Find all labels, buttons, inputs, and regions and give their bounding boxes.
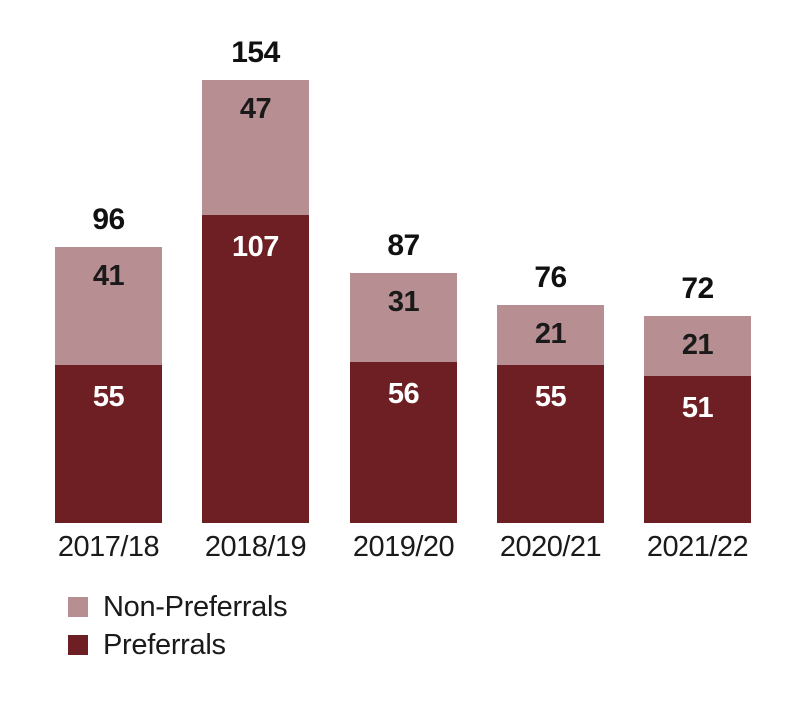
total-label: 72 [681, 272, 714, 305]
segment-value-label: 21 [534, 318, 567, 350]
total-label: 154 [231, 36, 280, 69]
segment-value-label: 56 [387, 378, 420, 410]
legend: Non-Preferrals Preferrals [68, 591, 288, 673]
segment-preferrals: 51 [644, 376, 751, 523]
segment-value-label: 51 [681, 392, 714, 424]
total-label: 76 [534, 261, 567, 294]
segment-preferrals: 107 [202, 215, 309, 523]
segment-value-label: 41 [92, 260, 125, 292]
x-axis-label: 2018/19 [204, 531, 307, 563]
x-axis-label: 2017/18 [57, 531, 160, 563]
segment-preferrals: 55 [497, 365, 604, 523]
legend-label-non-preferrals: Non-Preferrals [103, 590, 288, 623]
segment-preferrals: 56 [350, 362, 457, 523]
segment-non-preferrals: 21 [497, 305, 604, 365]
total-label: 96 [92, 203, 125, 236]
segment-value-label: 21 [681, 329, 714, 361]
segment-value-label: 47 [239, 93, 272, 125]
segment-value-label: 55 [92, 381, 125, 413]
segment-value-label: 55 [534, 381, 567, 413]
segment-preferrals: 55 [55, 365, 162, 523]
x-axis-label: 2020/21 [499, 531, 602, 563]
segment-non-preferrals: 47 [202, 80, 309, 215]
legend-label-preferrals: Preferrals [103, 628, 226, 661]
legend-swatch-preferrals [68, 635, 88, 655]
x-axis-label: 2021/22 [646, 531, 749, 563]
total-label: 87 [387, 229, 420, 262]
segment-value-label: 31 [387, 286, 420, 318]
legend-item-preferrals: Preferrals [68, 629, 287, 661]
x-axis-label: 2019/20 [352, 531, 455, 563]
segment-non-preferrals: 41 [55, 247, 162, 365]
legend-item-non-preferrals: Non-Preferrals [68, 591, 288, 623]
segment-value-label: 107 [232, 231, 279, 263]
segment-non-preferrals: 31 [350, 273, 457, 362]
segment-non-preferrals: 21 [644, 316, 751, 376]
legend-swatch-non-preferrals [68, 597, 88, 617]
